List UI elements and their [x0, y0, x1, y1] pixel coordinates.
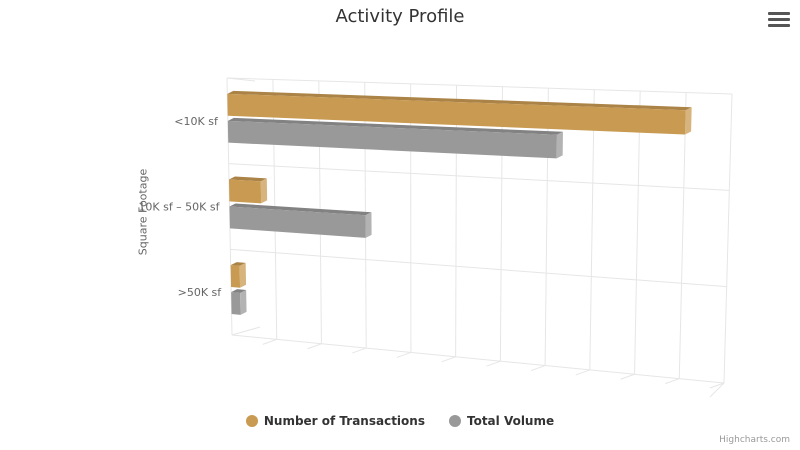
grid-tick-floor: [709, 382, 725, 389]
bar-transactions: [227, 93, 686, 135]
grid-tick-floor: [530, 365, 546, 372]
bar-transactions: [230, 265, 241, 288]
bar-volume-end: [556, 131, 563, 159]
legend: Number of Transactions Total Volume: [0, 414, 800, 428]
y-axis-title: Square Footage: [136, 168, 150, 256]
grid-line-vertical: [589, 89, 595, 370]
legend-marker-volume: [448, 415, 461, 427]
grid-line-vertical: [544, 88, 549, 366]
grid-tick-floor: [307, 343, 322, 350]
bar-volume: [227, 120, 557, 159]
grid-tick-floor: [665, 378, 680, 385]
hamburger-menu-icon[interactable]: [768, 12, 790, 30]
bar-transactions-top: [227, 90, 692, 111]
bar-transactions: [228, 179, 262, 204]
grid-tick-floor: [486, 360, 501, 367]
bar-volume-end: [365, 212, 372, 238]
bar-volume-top: [231, 289, 247, 293]
grid-line-horizontal: [226, 77, 733, 95]
grid-line-horizontal: [231, 334, 725, 384]
grid-line-horizontal: [228, 163, 730, 191]
legend-item-transactions[interactable]: Number of Transactions: [245, 414, 425, 428]
legend-marker-transactions: [245, 415, 258, 427]
category-label: 10K sf – 50K sf: [138, 201, 220, 214]
legend-label-volume: Total Volume: [466, 414, 555, 428]
legend-item-volume[interactable]: Total Volume: [448, 414, 555, 428]
category-label: <10K sf: [174, 115, 219, 128]
grid-line-vertical: [634, 91, 641, 375]
grid-line-vertical: [723, 93, 733, 384]
grid-tick-floor: [396, 351, 412, 358]
bar-transactions-end: [685, 107, 692, 135]
bar-volume: [231, 292, 241, 315]
grid-line-vertical: [455, 85, 458, 357]
bar-volume-end: [240, 289, 247, 315]
grid-line-vertical: [678, 92, 687, 379]
legend-label-transactions: Number of Transactions: [263, 414, 425, 428]
grid-tick-floor: [262, 338, 277, 345]
category-label: >50K sf: [178, 286, 223, 299]
chart-title: Activity Profile: [335, 6, 465, 27]
axis-wall-line: [226, 77, 256, 82]
bar-volume-top: [227, 117, 563, 135]
bar-transactions-top: [230, 262, 246, 266]
grid-line-vertical: [499, 86, 503, 362]
bar-transactions-end: [239, 262, 247, 288]
bar-volume: [229, 206, 366, 238]
axis-wall-line: [231, 326, 261, 336]
bar-volume-top: [229, 203, 372, 216]
bar-transactions-top: [228, 176, 267, 182]
grid-tick-floor: [575, 369, 590, 376]
grid-tick-floor: [620, 373, 635, 380]
axis-floor-line: [709, 382, 725, 398]
grid-tick-floor: [441, 356, 456, 363]
bar-transactions-end: [260, 178, 268, 204]
credits-link[interactable]: Highcharts.com: [719, 435, 790, 445]
grid-tick-floor: [352, 347, 367, 354]
grid-line-horizontal: [230, 248, 727, 288]
